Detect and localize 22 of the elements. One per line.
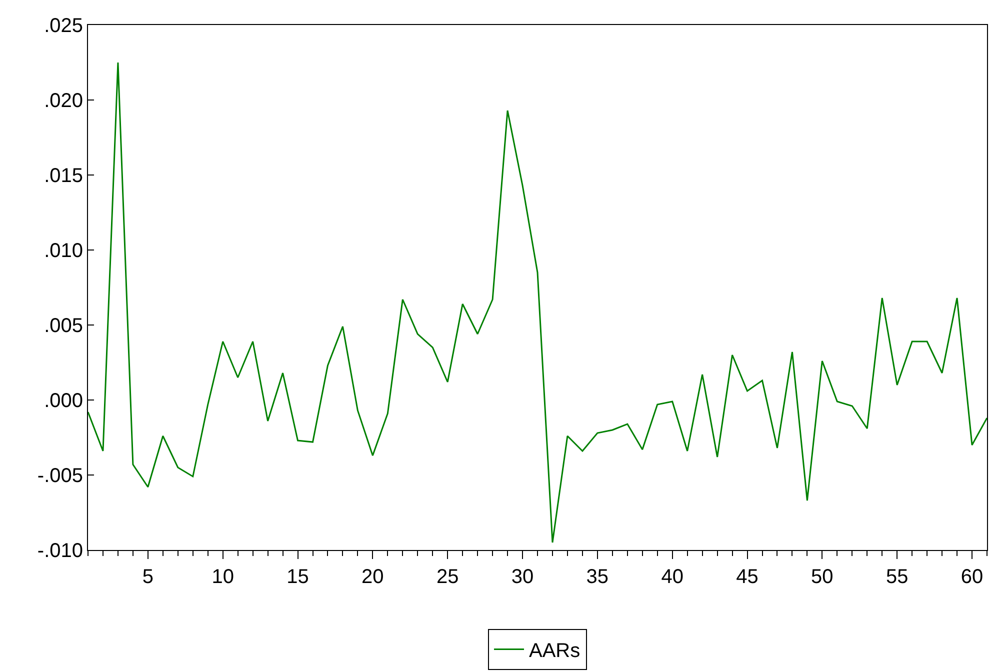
x-tick-label: 20 — [362, 566, 384, 588]
x-tick-label: 25 — [436, 566, 459, 588]
x-tick-label: 60 — [960, 566, 984, 588]
y-tick-label: -.010 — [37, 540, 83, 562]
y-tick-label: .000 — [44, 390, 83, 412]
y-tick-label: .010 — [44, 240, 83, 262]
x-tick-label: 55 — [886, 566, 908, 588]
legend-label: AARs — [529, 640, 580, 662]
x-tick-label: 5 — [142, 566, 154, 588]
x-tick-label: 40 — [661, 566, 684, 588]
y-tick-label: .020 — [44, 90, 83, 112]
x-tick-label: 35 — [586, 566, 609, 588]
x-tick-label: 45 — [736, 566, 758, 588]
x-tick-label: 50 — [811, 566, 834, 588]
y-tick-label: .015 — [44, 165, 83, 187]
x-tick-label: 30 — [511, 566, 534, 588]
line-series — [88, 62, 987, 544]
x-tick-label: 10 — [212, 566, 234, 588]
y-tick-label: .005 — [44, 315, 83, 337]
y-tick-label: .025 — [44, 15, 83, 37]
y-tick-label: -.005 — [37, 465, 83, 487]
x-tick-label: 15 — [286, 566, 309, 588]
